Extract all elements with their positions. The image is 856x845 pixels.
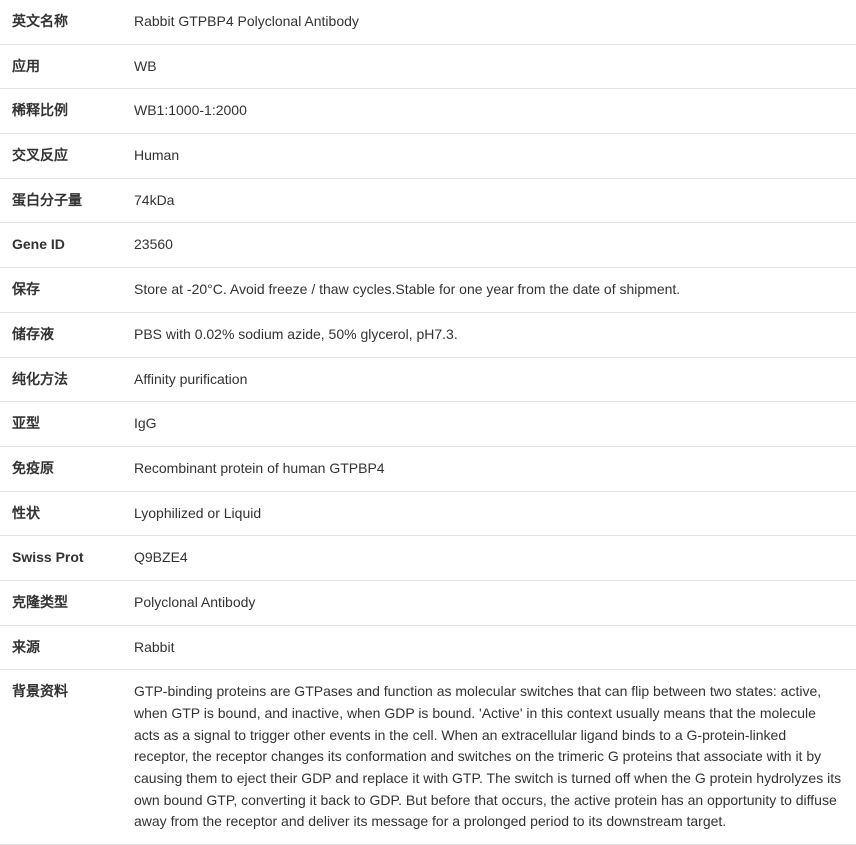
spec-table-body: 英文名称Rabbit GTPBP4 Polyclonal Antibody应用W… xyxy=(0,0,856,845)
table-row: 克隆类型Polyclonal Antibody xyxy=(0,580,856,625)
table-row: 性状Lyophilized or Liquid xyxy=(0,491,856,536)
table-row: 免疫原Recombinant protein of human GTPBP4 xyxy=(0,446,856,491)
table-row: 储存液PBS with 0.02% sodium azide, 50% glyc… xyxy=(0,312,856,357)
row-label: 性状 xyxy=(0,491,122,536)
table-row: Swiss ProtQ9BZE4 xyxy=(0,536,856,581)
table-row: 保存Store at -20°C. Avoid freeze / thaw cy… xyxy=(0,268,856,313)
table-row: 背景资料GTP-binding proteins are GTPases and… xyxy=(0,670,856,845)
row-value: 74kDa xyxy=(122,178,856,223)
row-value: Recombinant protein of human GTPBP4 xyxy=(122,446,856,491)
row-label: 保存 xyxy=(0,268,122,313)
table-row: Gene ID23560 xyxy=(0,223,856,268)
table-row: 蛋白分子量74kDa xyxy=(0,178,856,223)
spec-table: 英文名称Rabbit GTPBP4 Polyclonal Antibody应用W… xyxy=(0,0,856,845)
row-label: 克隆类型 xyxy=(0,580,122,625)
table-row: 英文名称Rabbit GTPBP4 Polyclonal Antibody xyxy=(0,0,856,44)
row-value: 23560 xyxy=(122,223,856,268)
row-value: Lyophilized or Liquid xyxy=(122,491,856,536)
row-label: 英文名称 xyxy=(0,0,122,44)
row-label: 应用 xyxy=(0,44,122,89)
row-value: WB xyxy=(122,44,856,89)
row-label: 交叉反应 xyxy=(0,134,122,179)
table-row: 亚型IgG xyxy=(0,402,856,447)
table-row: 来源Rabbit xyxy=(0,625,856,670)
row-label: Swiss Prot xyxy=(0,536,122,581)
row-label: 储存液 xyxy=(0,312,122,357)
row-value: Store at -20°C. Avoid freeze / thaw cycl… xyxy=(122,268,856,313)
row-value: Rabbit xyxy=(122,625,856,670)
row-label: 来源 xyxy=(0,625,122,670)
row-value: Affinity purification xyxy=(122,357,856,402)
row-value: WB1:1000-1:2000 xyxy=(122,89,856,134)
row-value: Q9BZE4 xyxy=(122,536,856,581)
row-value: Rabbit GTPBP4 Polyclonal Antibody xyxy=(122,0,856,44)
row-value: Polyclonal Antibody xyxy=(122,580,856,625)
row-label: 稀释比例 xyxy=(0,89,122,134)
row-label: 蛋白分子量 xyxy=(0,178,122,223)
row-value: PBS with 0.02% sodium azide, 50% glycero… xyxy=(122,312,856,357)
row-label: 亚型 xyxy=(0,402,122,447)
table-row: 交叉反应Human xyxy=(0,134,856,179)
table-row: 稀释比例WB1:1000-1:2000 xyxy=(0,89,856,134)
row-value: Human xyxy=(122,134,856,179)
row-value: GTP-binding proteins are GTPases and fun… xyxy=(122,670,856,845)
table-row: 应用WB xyxy=(0,44,856,89)
row-label: 背景资料 xyxy=(0,670,122,845)
table-row: 纯化方法Affinity purification xyxy=(0,357,856,402)
row-label: 免疫原 xyxy=(0,446,122,491)
row-label: Gene ID xyxy=(0,223,122,268)
row-label: 纯化方法 xyxy=(0,357,122,402)
row-value: IgG xyxy=(122,402,856,447)
